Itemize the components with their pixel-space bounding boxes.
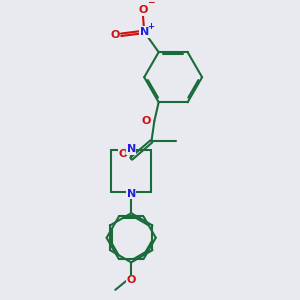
Text: O: O — [142, 116, 151, 126]
Text: N: N — [127, 144, 136, 154]
Text: O: O — [110, 30, 119, 40]
Text: −: − — [147, 0, 154, 8]
Text: N: N — [127, 188, 136, 199]
Text: N: N — [140, 27, 149, 37]
Text: O: O — [127, 275, 136, 285]
Text: O: O — [118, 149, 128, 159]
Text: +: + — [147, 22, 154, 31]
Text: O: O — [138, 5, 148, 15]
